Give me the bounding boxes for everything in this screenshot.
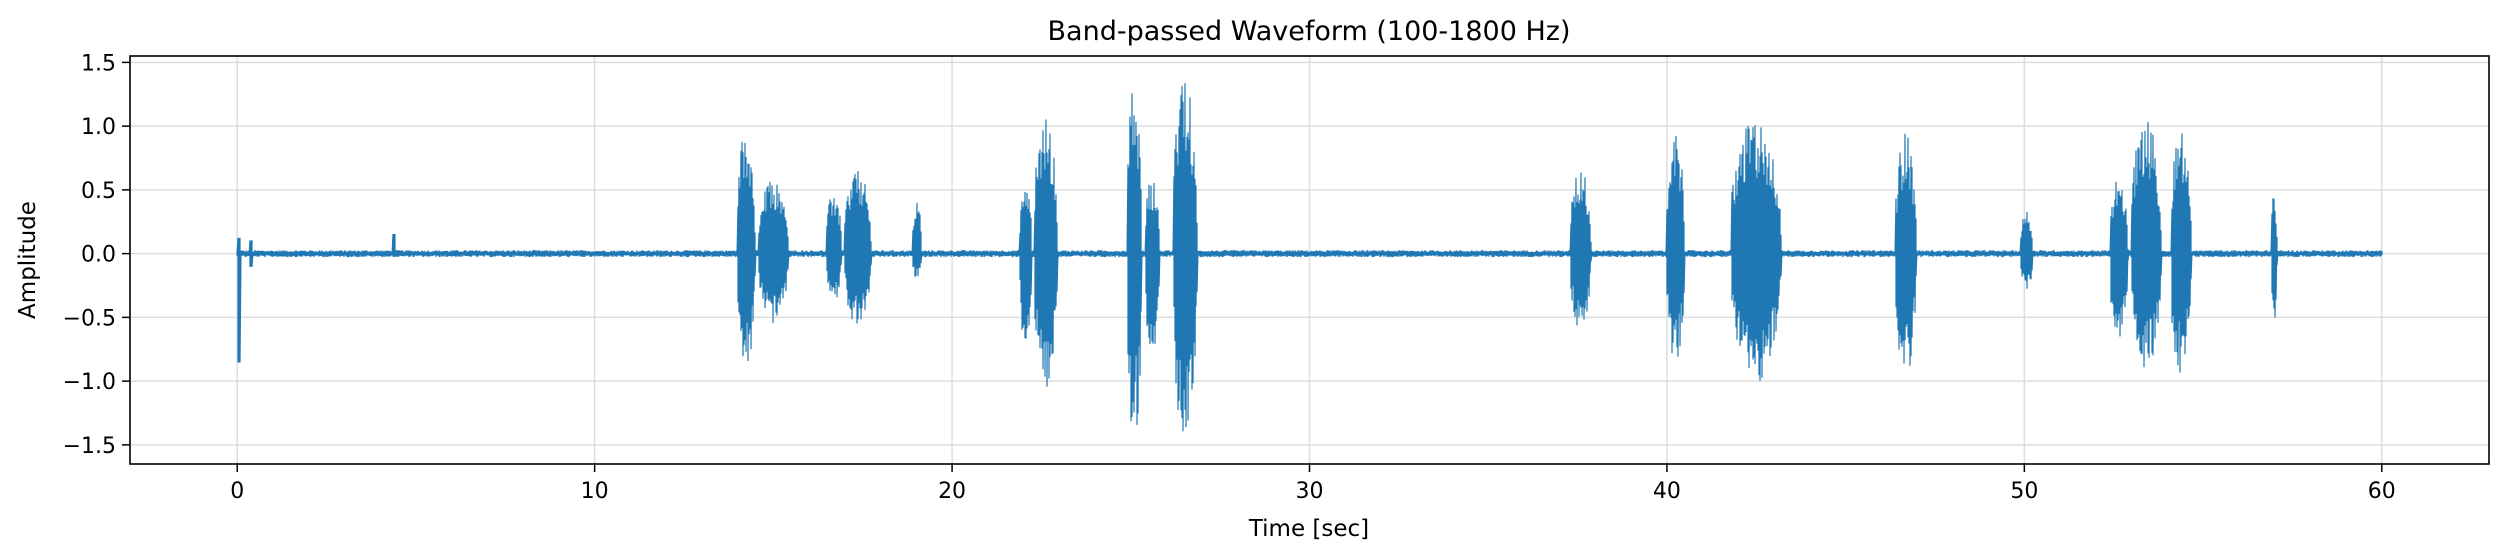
x-axis-label: Time [sec]	[1248, 516, 1369, 542]
y-tick-label: 1.0	[81, 115, 116, 140]
y-tick-label: −1.5	[63, 434, 116, 459]
x-tick-label: 60	[2368, 479, 2396, 504]
y-tick-label: −0.5	[63, 306, 116, 331]
y-axis-ticks: −1.5 −1.0 −0.5 0.0 0.5 1.0 1.5	[63, 51, 130, 459]
x-tick-label: 50	[2010, 479, 2038, 504]
y-axis-label: Amplitude	[15, 201, 41, 319]
x-tick-label: 30	[1296, 479, 1324, 504]
chart-title: Band-passed Waveform (100-1800 Hz)	[1048, 16, 1571, 47]
x-axis-ticks: 0 10 20 30 40 50 60	[230, 464, 2396, 504]
waveform-series	[236, 83, 2383, 432]
x-tick-label: 10	[581, 479, 609, 504]
y-tick-label: −1.0	[63, 370, 116, 395]
x-tick-label: 40	[1653, 479, 1681, 504]
y-tick-label: 0.5	[81, 179, 116, 204]
x-tick-label: 20	[938, 479, 966, 504]
x-tick-label: 0	[230, 479, 244, 504]
y-tick-label: 0.0	[81, 243, 116, 268]
waveform-line	[236, 83, 2383, 432]
y-tick-label: 1.5	[81, 51, 116, 76]
